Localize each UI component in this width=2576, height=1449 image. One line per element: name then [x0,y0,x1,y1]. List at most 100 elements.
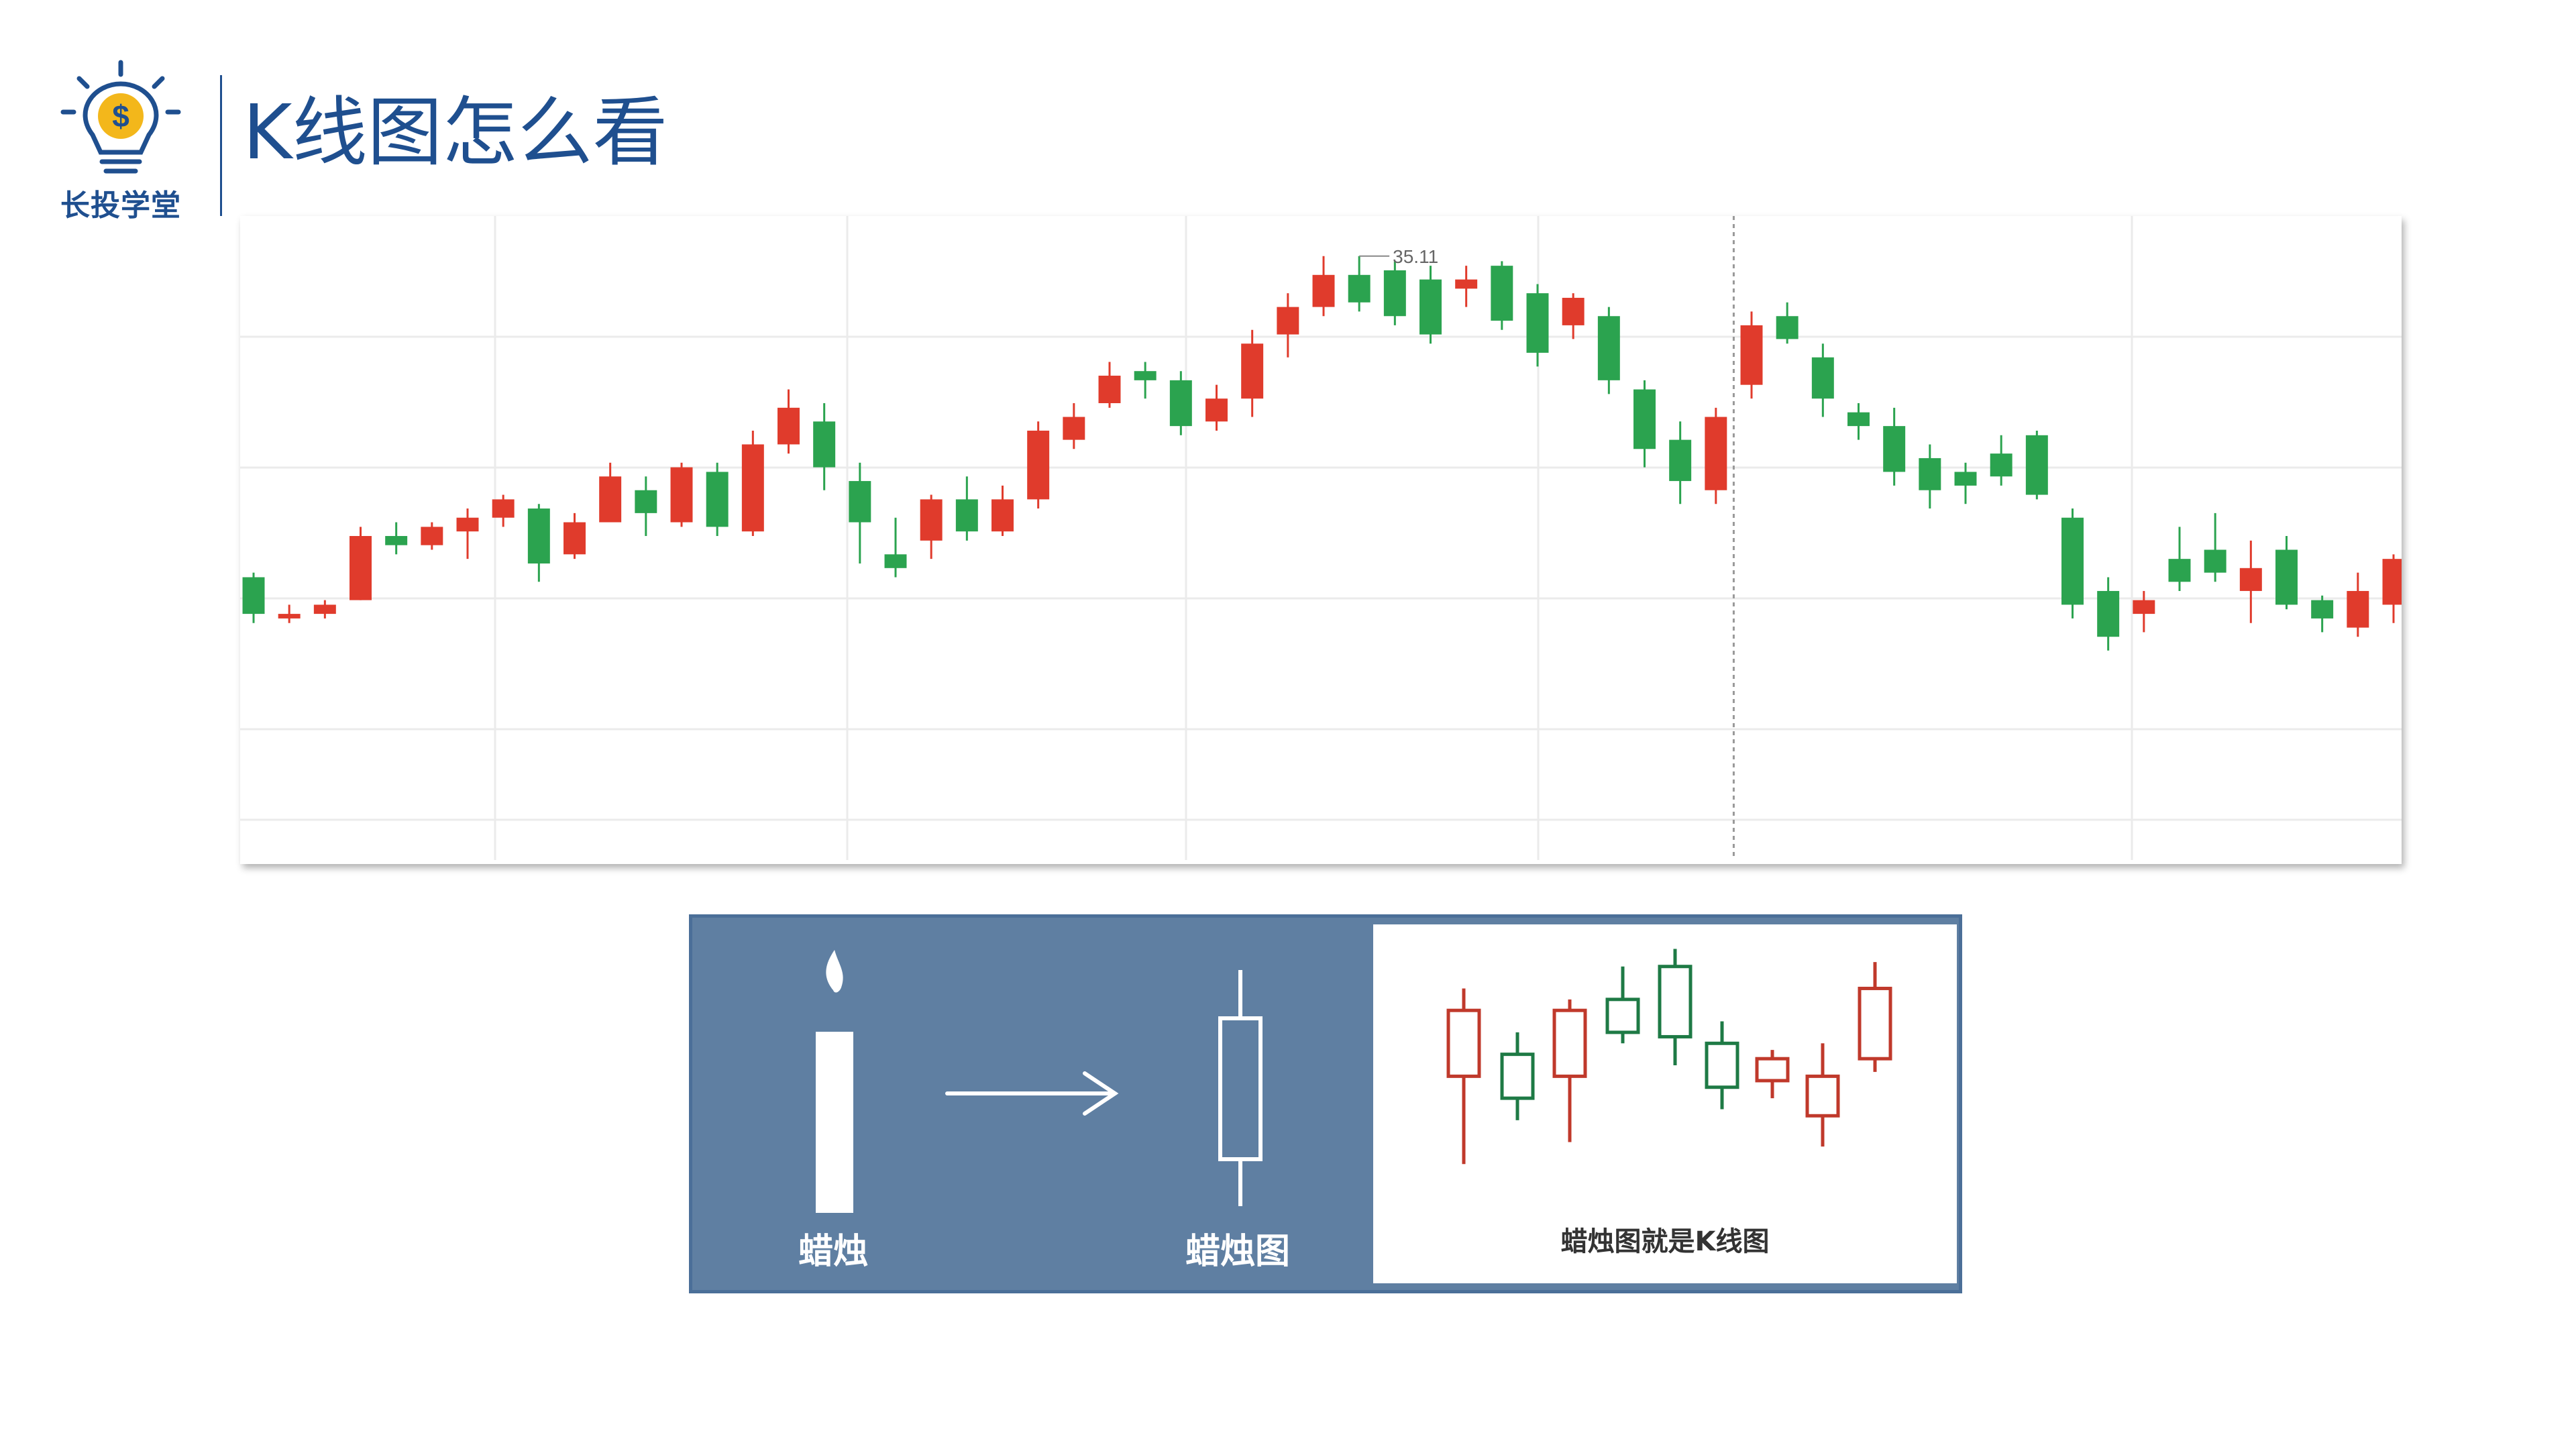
candle-body [1419,279,1442,335]
candle-body [920,499,943,541]
candle-body [991,499,1014,532]
candle-body [1919,458,1941,490]
candle-body [599,476,622,523]
candle [313,600,336,619]
example-candle-body [1755,1057,1790,1083]
candle [1597,307,1620,394]
candle-body [1383,270,1406,317]
candle [1990,435,2012,486]
candle-body [350,536,372,600]
page-title: K线图怎么看 [243,89,668,176]
candle [385,522,408,555]
example-candle [1858,962,1892,1072]
kline-example-panel: 蜡烛图就是K线图 [1373,924,1957,1283]
candle-body [1597,316,1620,380]
chart-grid [240,216,2402,860]
candle-body [2311,600,2334,619]
candle [777,389,800,454]
candle-body [1526,293,1549,353]
candle-body [1633,389,1656,449]
candle-body [1954,472,1977,486]
example-candle [1805,1043,1840,1147]
candle-body [1455,279,1478,289]
candle [2204,513,2226,582]
candle [920,494,943,559]
candlestick-outline-icon [1218,970,1263,1206]
candle [1169,371,1192,435]
candle-body [1205,398,1228,422]
candle [1491,261,1513,330]
example-candle [1605,966,1640,1044]
candle-label: 蜡烛 [798,1232,869,1272]
candle-body [2025,435,2048,495]
candle-body [1169,380,1192,427]
candle-body [849,481,871,523]
candle-body [2382,559,2402,605]
candle [2061,508,2084,619]
candle-body [2168,559,2191,582]
candle [1241,329,1264,417]
candle [1312,256,1335,317]
candle [1705,407,1727,504]
candle-body [1811,357,1834,399]
example-candle [1755,1050,1790,1099]
candle-body [1134,371,1157,380]
candle [564,513,586,559]
candle-body [492,499,515,518]
candle [1098,362,1121,408]
candle [492,494,515,527]
candle-body [2097,590,2120,637]
candle [1883,407,1906,486]
candle-body [635,490,657,513]
example-candle-body [1858,986,1892,1061]
example-candle-body [1500,1053,1535,1100]
candle-body [456,517,479,532]
candle [2239,540,2262,623]
candle-body [1348,274,1371,303]
logo-text: 长投学堂 [60,189,181,223]
candle-body [2239,568,2262,591]
candle [1740,311,1763,399]
example-candle-body [1805,1074,1840,1118]
candle [1348,256,1371,312]
candle-body [1669,439,1692,482]
candlestick-explainer: 蜡烛 蜡烛图 蜡烛图就是K线图 [689,914,1962,1293]
candle-body [1847,412,1870,427]
candle-body [741,444,764,532]
candle [1419,266,1442,344]
candle [2168,527,2191,591]
candle [1134,362,1157,399]
example-candle-body [1658,965,1693,1038]
candlestick-label: 蜡烛图 [1185,1232,1291,1272]
candle-body [1990,453,2012,477]
candle [1919,444,1941,509]
candle-body [813,421,836,468]
candle-body [242,577,265,614]
example-candle-body [1705,1041,1739,1089]
candle [1633,380,1656,468]
candle-diagram [816,950,1263,1213]
candle [2025,430,2048,500]
candle-body [706,472,729,527]
kline-example-svg [1446,949,1892,1165]
candle-body [2204,549,2226,573]
candle-body [1491,266,1513,321]
candle [1277,293,1299,358]
candle [350,527,372,600]
candle [1669,421,1692,504]
candle [278,604,301,623]
candle [2133,590,2155,633]
candle-body [1740,325,1763,385]
candle [1847,402,1870,440]
candle [706,462,729,537]
candle-body [1277,307,1299,335]
candle-body [1241,343,1264,399]
candle-body [670,467,693,523]
candle [599,462,622,523]
candle-to-chart-panel: 蜡烛 蜡烛图 [692,918,1370,1290]
candle-body [1776,316,1799,339]
example-candle [1552,999,1587,1142]
kline-example-caption: 蜡烛图就是K线图 [1560,1226,1770,1257]
candle [1811,343,1834,417]
candle [421,522,443,550]
